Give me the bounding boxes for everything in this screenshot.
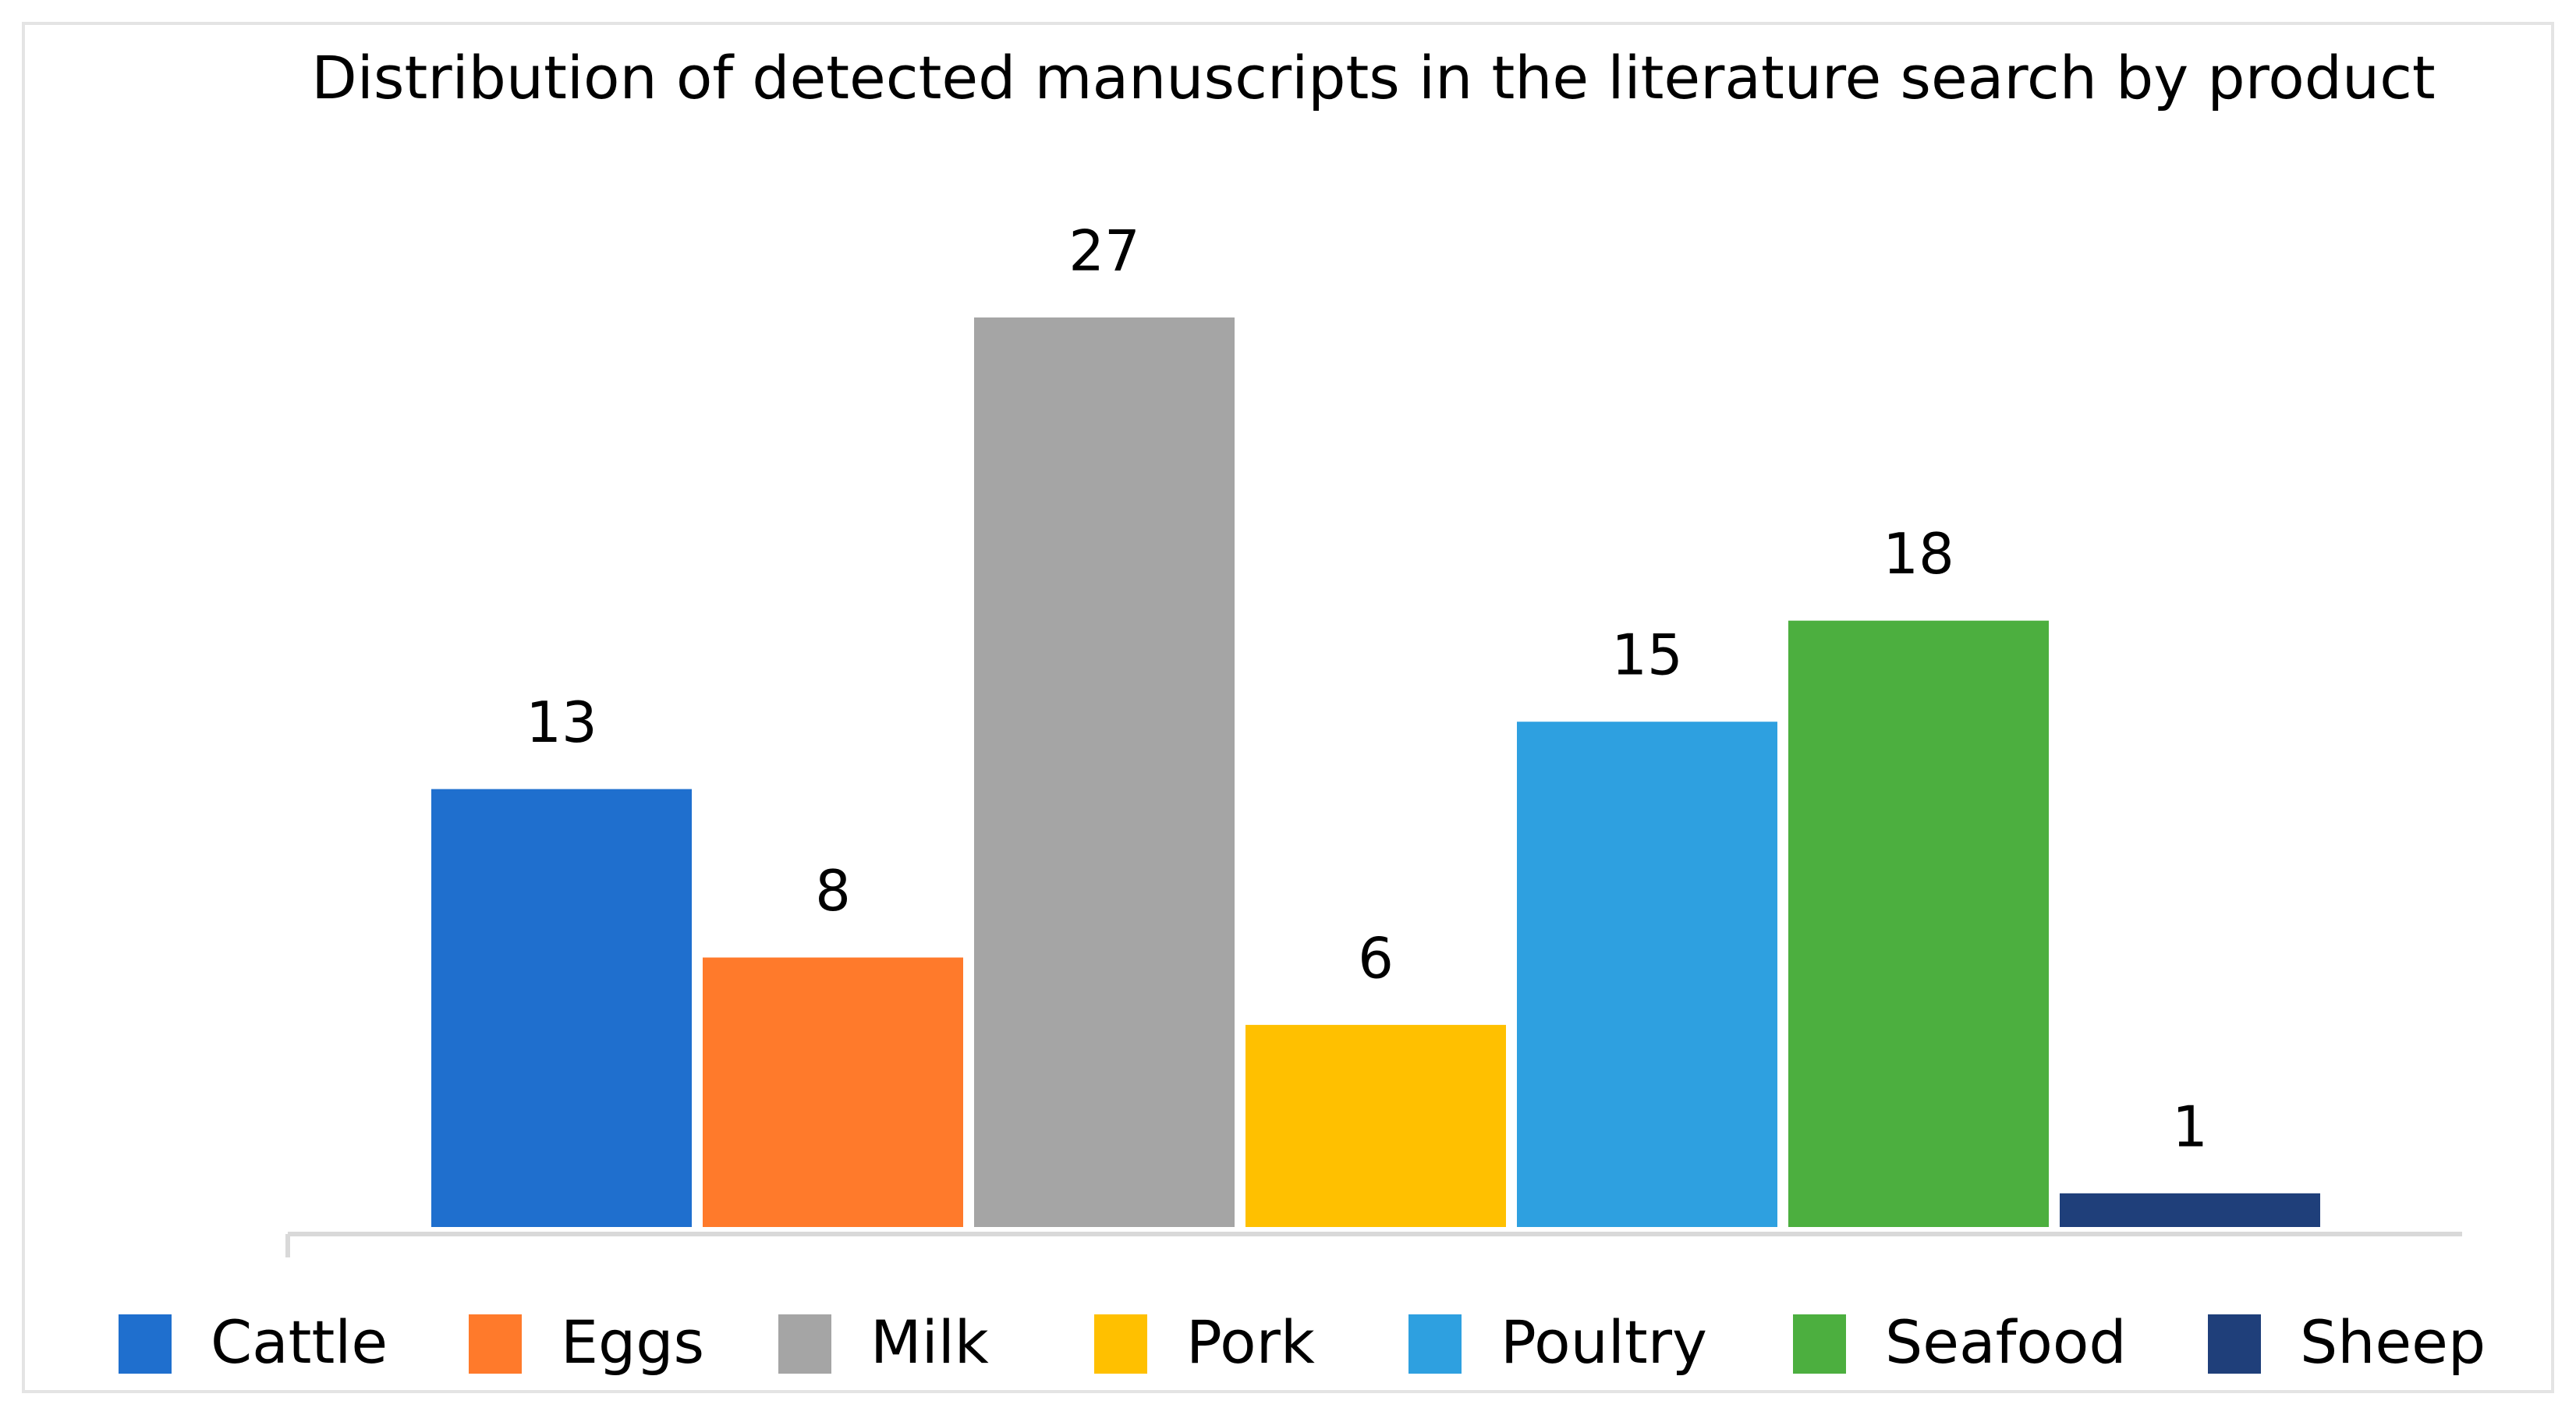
data-label: 18 [1883,521,1954,587]
data-label: 1 [2172,1094,2208,1159]
legend-swatch [119,1314,172,1374]
legend-label: Poultry [1501,1307,1707,1377]
bar [1245,1024,1506,1227]
bar [431,789,692,1227]
legend-swatch [1094,1314,1147,1374]
data-label: 8 [815,858,851,924]
data-label: 13 [526,690,597,755]
bar [974,317,1235,1227]
legend-label: Pork [1186,1307,1315,1377]
data-label: 27 [1068,218,1140,284]
legend-label: Eggs [561,1307,704,1377]
legend-swatch [1793,1314,1846,1374]
legend-label: Milk [870,1307,989,1377]
data-label: 6 [1358,925,1394,991]
bar [2060,1193,2320,1227]
legend-swatch [778,1314,831,1374]
legend-label: Seafood [1885,1307,2127,1377]
bar [703,957,963,1227]
legend-swatch [469,1314,522,1374]
legend-label: Sheep [2300,1307,2486,1377]
data-label: 15 [1611,622,1683,688]
bar [1517,722,1777,1227]
legend-swatch [1408,1314,1462,1374]
legend-swatch [2208,1314,2261,1374]
bar [1788,620,2049,1227]
legend-label: Cattle [211,1307,388,1377]
chart-title: Distribution of detected manuscripts in … [311,43,2435,112]
